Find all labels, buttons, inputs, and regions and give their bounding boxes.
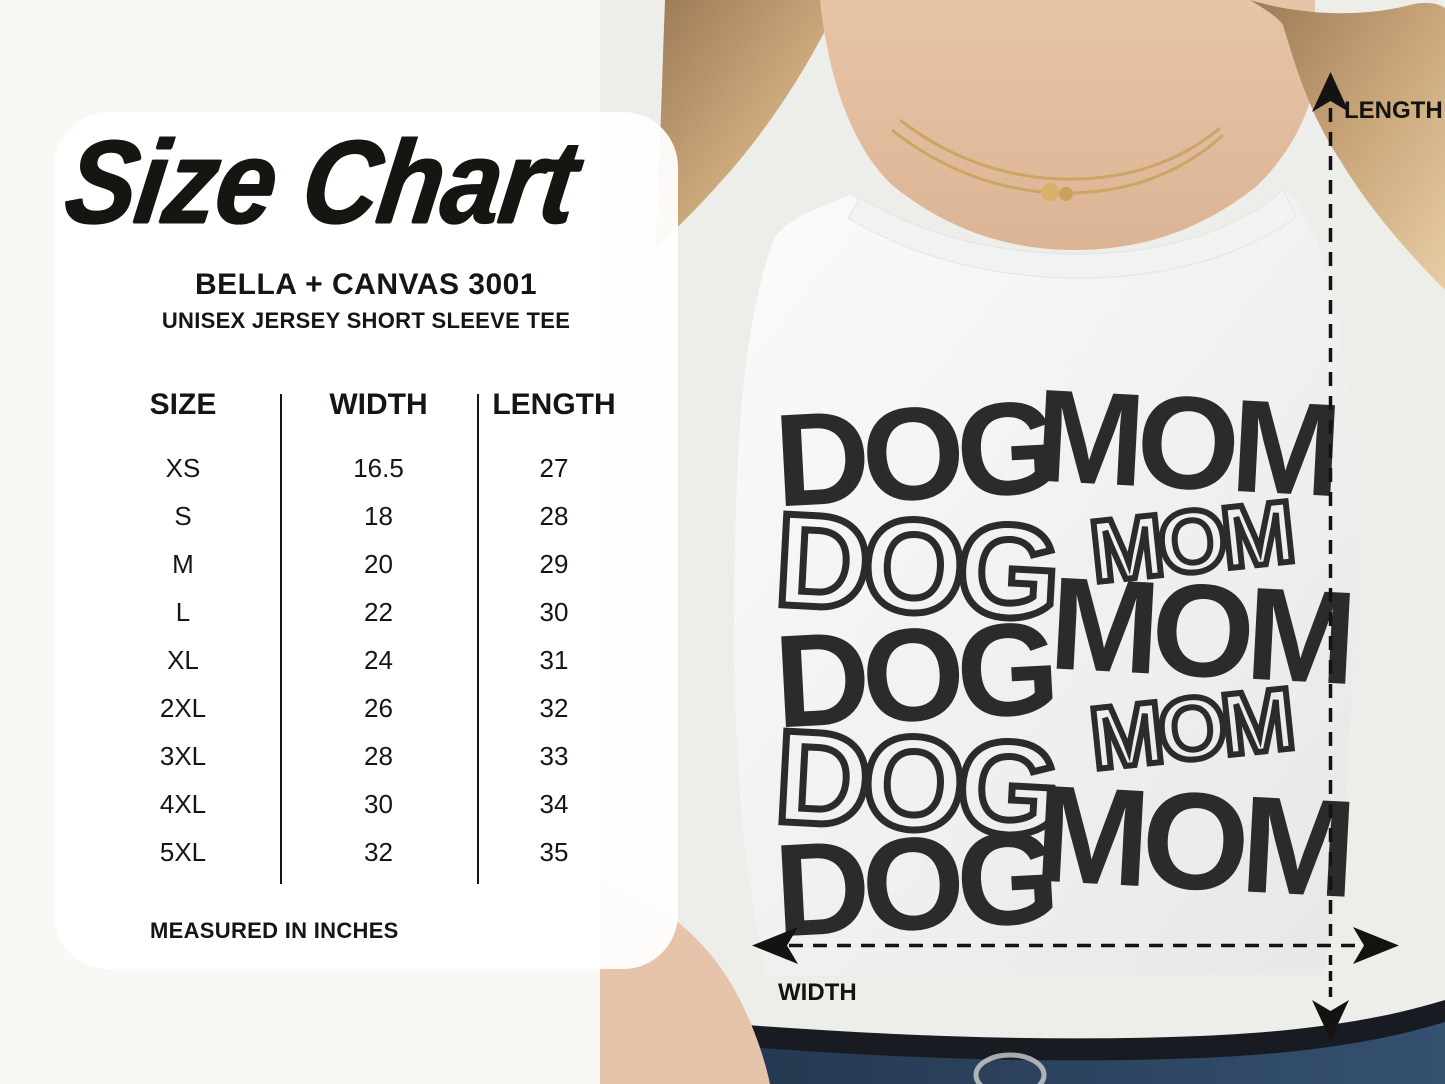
svg-text:WIDTH: WIDTH: [778, 979, 857, 1006]
svg-text:DOG: DOG: [771, 803, 1055, 964]
svg-text:MOM: MOM: [1031, 757, 1352, 927]
svg-text:LENGTH: LENGTH: [1344, 97, 1443, 124]
